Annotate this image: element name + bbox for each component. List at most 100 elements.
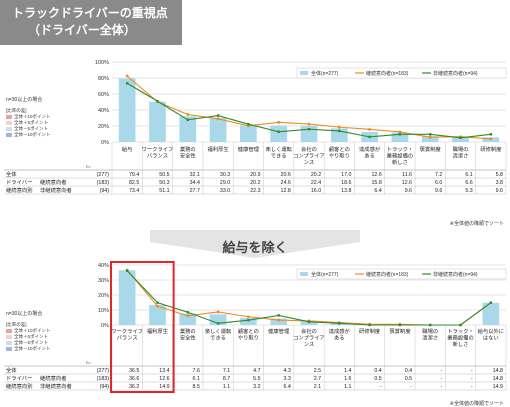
- table-cell: 5.3: [465, 188, 472, 194]
- table-cell: 20.2: [311, 172, 321, 178]
- table-cell: 33.0: [220, 188, 230, 194]
- y-tick-label: 40%: [98, 263, 109, 269]
- table-cell: 1.1: [223, 384, 230, 390]
- table-cell: 9.6: [496, 188, 503, 194]
- category-label: ある: [334, 335, 345, 342]
- legend-label: 非継続意向者(n=94): [433, 271, 478, 278]
- line-point: [217, 114, 219, 116]
- table-n: (277): [97, 172, 110, 178]
- line-point: [156, 100, 158, 102]
- legend-label: 継続意向者(n=183): [366, 70, 409, 77]
- category-label: バランス: [147, 153, 168, 160]
- table-cell: 6.1: [193, 376, 200, 382]
- y-tick-label: 60%: [98, 92, 109, 98]
- table-cell: 14.9: [159, 384, 169, 390]
- line-point: [277, 319, 280, 322]
- category-label: 会社の: [301, 145, 317, 153]
- line-point: [399, 131, 402, 134]
- legend-swatch: [300, 272, 308, 276]
- category-label: 福利厚生: [147, 327, 169, 335]
- table-cell: 14.8: [493, 376, 503, 382]
- category-label: 新しさ: [453, 340, 469, 348]
- category-label: 新しさ: [392, 158, 408, 166]
- table-cell: 0.5: [405, 376, 412, 382]
- table-cell: -: [380, 384, 382, 390]
- table-cell: 2.7: [314, 376, 321, 382]
- y-tick-label: 40%: [98, 108, 109, 114]
- table-cell: -: [441, 376, 443, 382]
- table-cell: 18.6: [341, 180, 351, 186]
- table-cell: 22.3: [250, 188, 260, 194]
- table-cell: 34.4: [190, 180, 200, 186]
- table-cell: 2.5: [314, 368, 321, 374]
- table-cell: 7.1: [223, 368, 230, 374]
- category-label: 業務設備の: [447, 334, 474, 342]
- category-label: やり取り: [329, 152, 350, 160]
- line-point: [368, 136, 370, 138]
- category-label: 褒賞制度: [420, 145, 442, 153]
- table-cell: 50.3: [159, 180, 169, 186]
- line-point: [247, 319, 249, 321]
- table-cell: 4.3: [283, 368, 290, 374]
- category-label: 楽しく運転: [265, 145, 292, 153]
- line-point: [489, 138, 492, 141]
- table-cell: 12.6: [371, 172, 381, 178]
- category-label: ワークライフ: [142, 146, 174, 153]
- table-cell: 8.7: [223, 376, 230, 382]
- bar: [210, 118, 227, 142]
- table-cell: -: [471, 376, 473, 382]
- category-label: ワークライフ: [111, 328, 143, 335]
- table-cell: 12.8: [281, 188, 291, 194]
- n-label: n=: [86, 360, 92, 365]
- y-tick-label: 0%: [101, 323, 109, 329]
- legend-label: 全体(n=277): [311, 271, 339, 278]
- table-cell: 2.1: [314, 384, 321, 390]
- y-tick-label: 80%: [98, 76, 109, 82]
- table-cell: 5.8: [496, 172, 503, 178]
- category-label: 業務の: [180, 327, 196, 335]
- category-label: 顧客との: [329, 145, 350, 153]
- table-cell: 6.1: [465, 172, 472, 178]
- table-group-label: ドライバー: [6, 179, 32, 186]
- table-cell: -: [471, 368, 473, 374]
- table-n: (183): [97, 376, 110, 382]
- category-label: できる: [271, 153, 287, 160]
- category-label: 安全性: [180, 334, 197, 342]
- table-cell: 9.6: [435, 188, 442, 194]
- table-cell: 15.8: [371, 180, 381, 186]
- category-label: 研修制度: [480, 145, 502, 153]
- category-label: やり取り: [238, 334, 259, 342]
- line-point: [126, 75, 129, 78]
- table-row-label: 継続意向者: [40, 374, 67, 382]
- table-cell: 11.6: [402, 172, 412, 178]
- line-point: [217, 117, 220, 120]
- table-cell: 50.5: [159, 172, 169, 178]
- table-cell: 5.5: [253, 376, 260, 382]
- line-point: [217, 322, 219, 324]
- category-label: 褒賞制度: [389, 327, 411, 335]
- n-label: n=: [86, 164, 92, 169]
- category-label: 給与以外に: [478, 327, 505, 335]
- table-cell: 4.7: [253, 368, 260, 374]
- category-label: 福利厚生: [207, 145, 229, 153]
- table-cell: -: [441, 384, 443, 390]
- table-cell: 7.2: [435, 172, 442, 178]
- table-cell: 6.4: [374, 188, 381, 194]
- bar: [270, 126, 287, 142]
- category-label: トラック・: [447, 328, 473, 335]
- line-point: [308, 321, 310, 323]
- line-point: [186, 314, 189, 317]
- line-point: [126, 270, 128, 272]
- legend-label: 非継続意向者(n=94): [433, 70, 478, 77]
- line-point: [277, 131, 279, 133]
- table-cell: 12.6: [402, 180, 412, 186]
- line-point: [308, 128, 310, 130]
- line-point: [217, 311, 220, 314]
- table-cell: 30.3: [220, 172, 230, 178]
- category-label: 楽しく運転: [205, 327, 232, 335]
- table-cell: 13.8: [341, 188, 351, 194]
- y-tick-label: 100%: [95, 60, 109, 66]
- chart-bottom: 0%10%20%30%40%全体(n=277) 継続意向者(n=183) 非継続意向…: [0, 260, 510, 407]
- footnote-bottom: ※全体値の降順でソート: [450, 400, 504, 407]
- y-tick-label: 10%: [98, 308, 109, 314]
